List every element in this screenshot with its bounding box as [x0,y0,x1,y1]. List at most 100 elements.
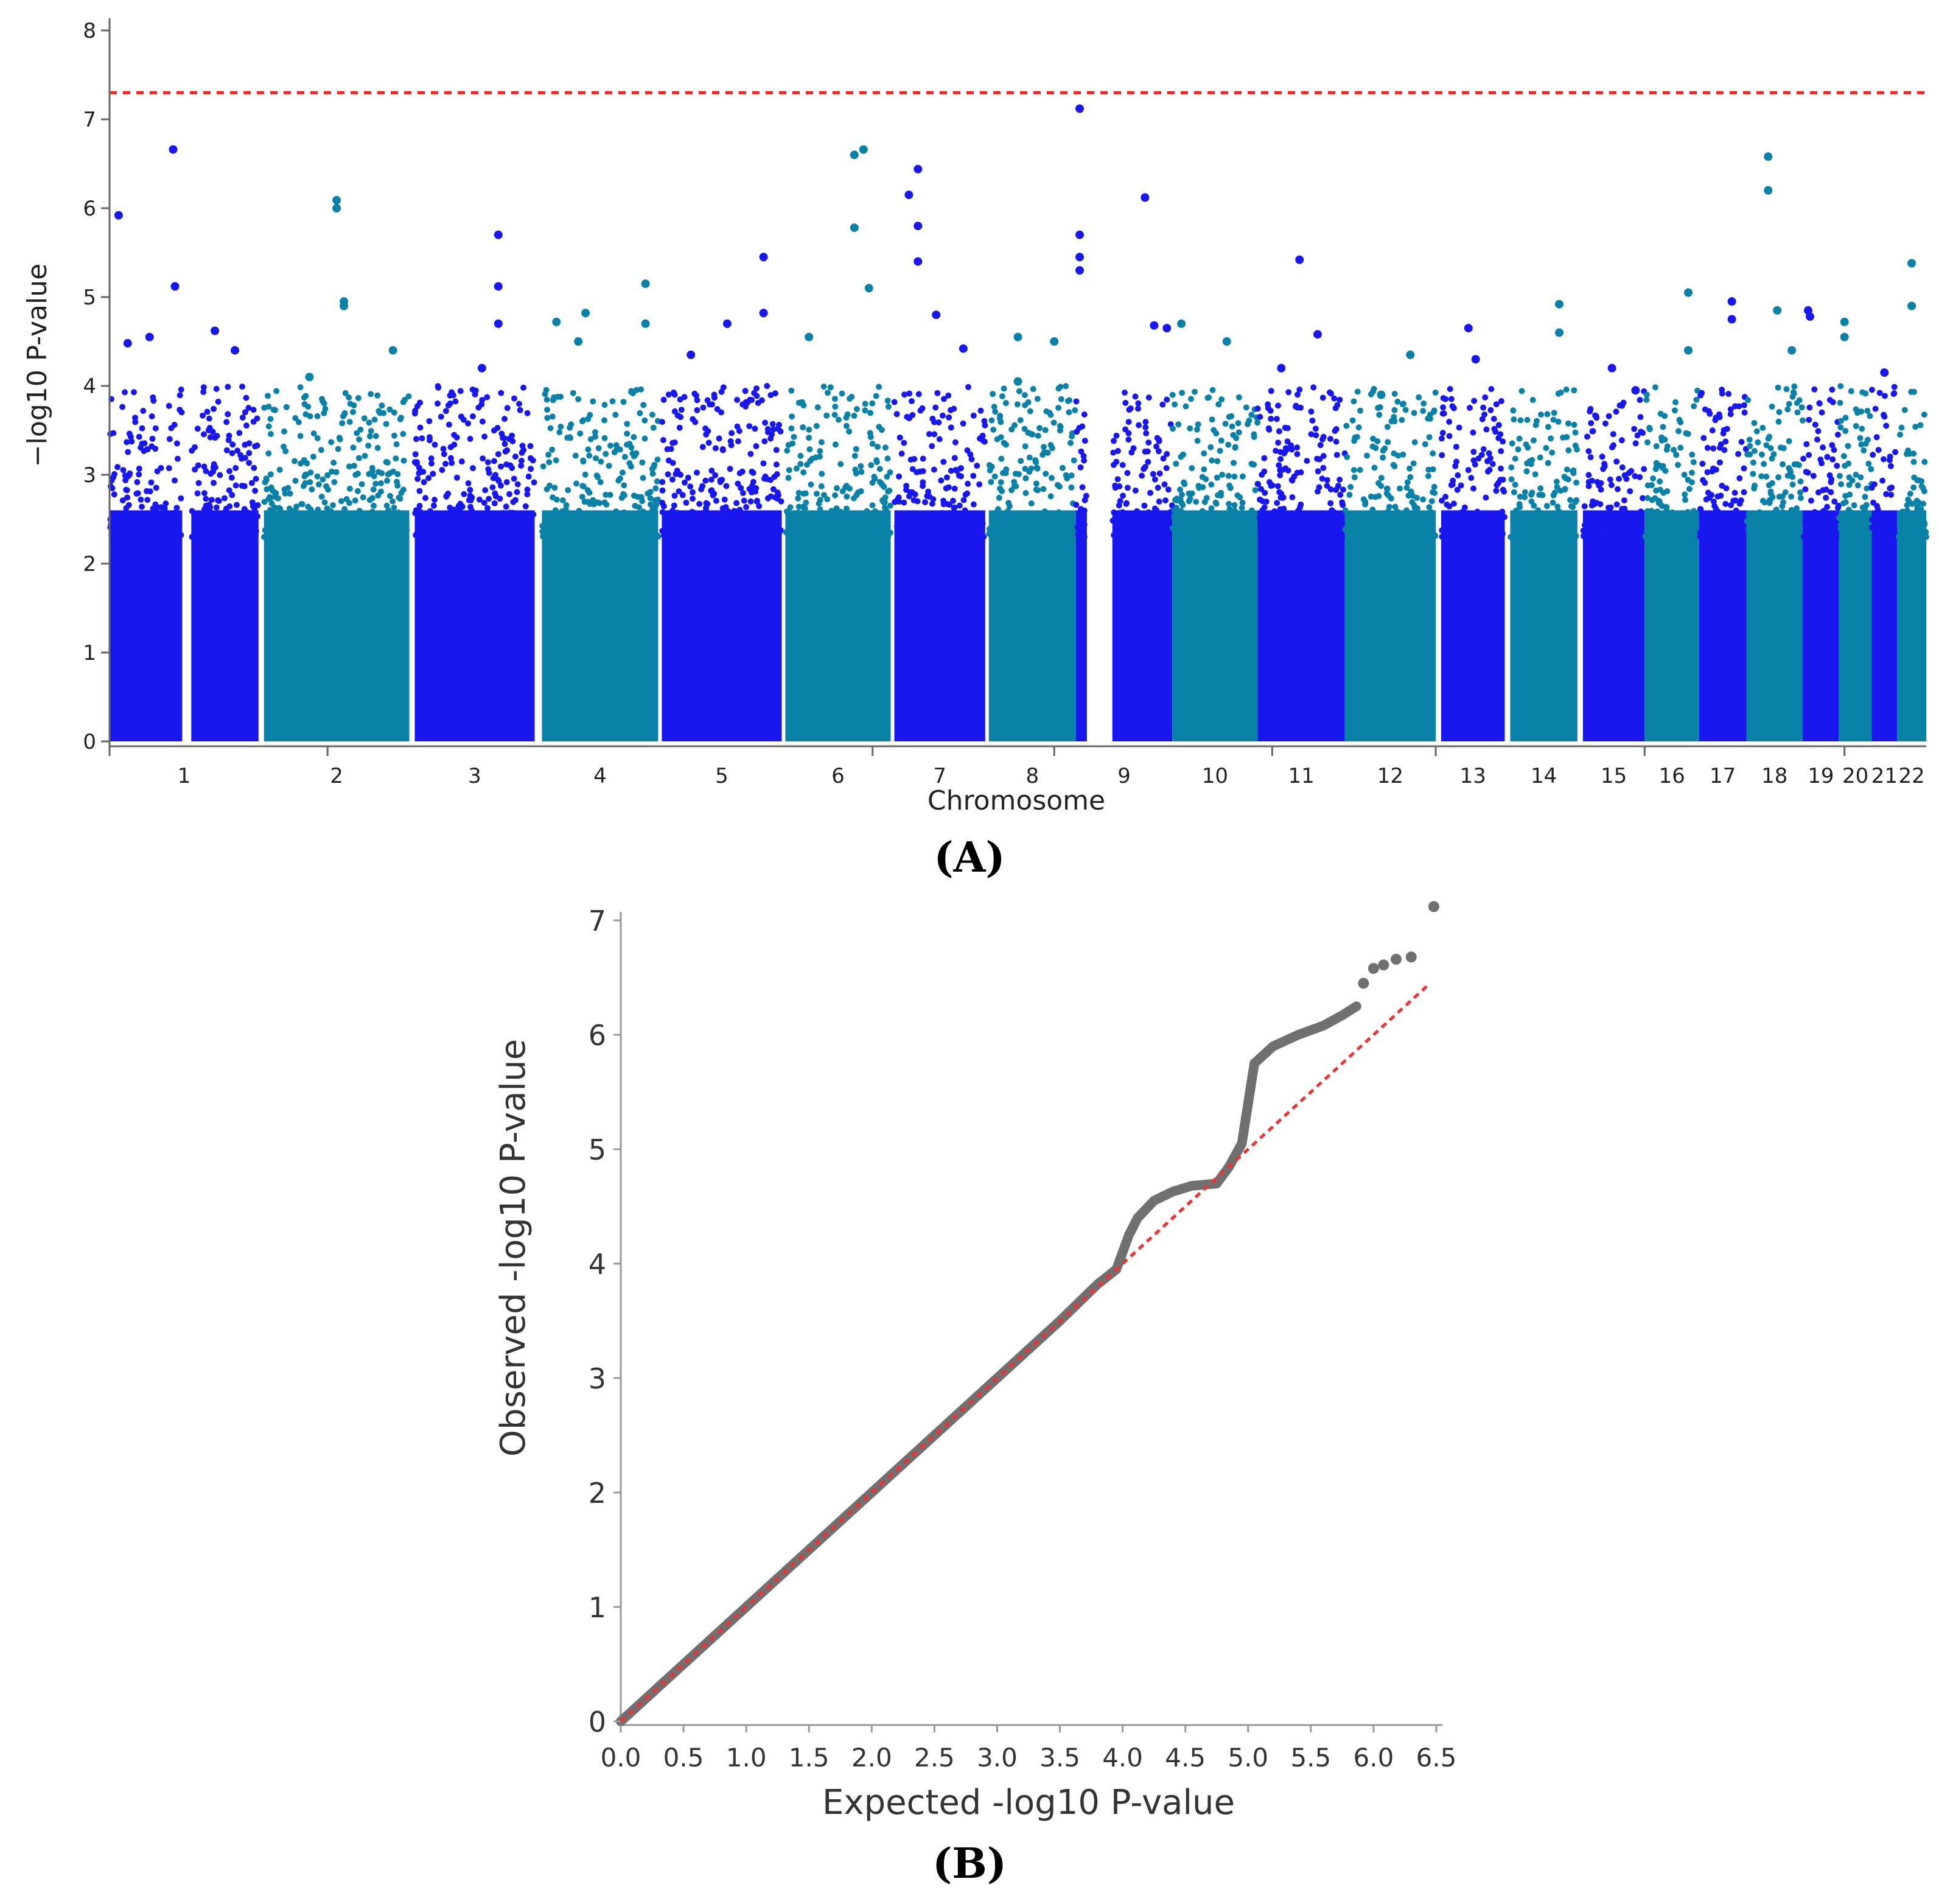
snp-point [1716,411,1722,418]
snp-point [1738,497,1744,503]
snp-point [1879,477,1886,484]
snp-point [178,387,184,393]
snp-point [1267,407,1274,414]
snp-point [1707,410,1713,417]
snp-point [331,522,338,528]
snp-point [292,477,299,484]
snp-point [563,521,570,527]
snp-point [864,508,870,514]
snp-point [305,503,312,510]
snp-point [1017,417,1024,424]
snp-point [557,424,564,430]
chromosome-label-14: 14 [1531,764,1557,788]
chromosome-14-points [1508,387,1580,741]
snp-point [554,393,561,400]
snp-point [1871,481,1878,488]
snp-point [1039,452,1046,458]
snp-point [362,453,368,459]
snp-point [514,489,520,495]
snp-point [851,453,858,459]
snp-point [1202,528,1209,534]
snp-point [964,447,971,453]
snp-point [1431,407,1438,414]
snp-point [1800,417,1806,424]
snp-point [603,491,609,498]
snp-point [1140,518,1147,524]
snp-point [1163,465,1170,471]
snp-point [479,418,486,425]
snp-point [764,383,770,390]
snp-point [1828,489,1834,495]
snp-point [1699,390,1705,396]
snp-point [768,517,774,524]
snp-point [297,433,304,439]
snp-point [1780,461,1786,467]
snp-point [1021,392,1028,398]
snp-point [1868,387,1875,393]
snp-point [1627,488,1633,494]
snp-point [1857,435,1864,441]
snp-point [1551,410,1557,416]
snp-point [1016,388,1022,394]
snp-point [365,443,372,449]
snp-point [862,401,868,407]
snp-point [511,395,517,402]
snp-point [1522,494,1528,500]
snp-point [1316,516,1322,523]
snp-point [584,532,591,539]
snp-point [451,441,458,448]
snp-point [1230,432,1237,438]
qq-x-tick-label: 2.0 [851,1743,892,1773]
snp-point [716,435,722,442]
snp-point [355,395,362,401]
snp-point [196,511,203,518]
snp-point [773,461,780,468]
snp-point [1109,517,1116,524]
snp-point [694,469,700,476]
chromosome-label-19: 19 [1808,764,1834,788]
snp-point [315,525,322,532]
snp-point [1583,513,1590,519]
snp-point [1756,509,1763,516]
snp-point [665,457,672,464]
snp-point [1364,452,1370,459]
snp-point [1265,532,1271,539]
snp-point [1571,421,1577,428]
manhattan-y-tick-label: 1 [83,641,96,665]
snp-point [1611,534,1618,541]
snp-point [1603,527,1609,534]
snp-point [386,406,393,413]
snp-point [1590,524,1597,531]
snp-point [481,433,488,440]
snp-point [1128,533,1134,539]
snp-point [484,394,491,401]
snp-point [693,392,699,399]
snp-point [1635,519,1642,525]
snp-point [201,463,208,470]
snp-point [1128,449,1135,456]
snp-point [869,514,876,520]
snp-point [1075,533,1082,540]
snp-point [1751,420,1758,426]
snp-point [1389,531,1396,538]
snp-point [808,481,814,488]
snp-point [819,520,825,527]
snp-point [1657,410,1664,417]
snp-point [441,517,448,523]
snp-point [512,453,519,460]
snp-point [451,432,458,438]
snp-point [250,407,257,413]
snp-point [1840,453,1847,460]
peak-point-chr19 [1806,312,1814,321]
snp-point [1736,475,1743,481]
snp-point [1868,516,1875,523]
snp-point [346,419,353,425]
snp-point [940,533,947,539]
snp-point [873,533,880,540]
snp-point [1011,422,1018,429]
snp-point [941,396,947,402]
snp-point [172,522,178,529]
snp-point [1911,474,1918,481]
snp-point [1361,525,1368,532]
snp-point [1189,465,1195,472]
